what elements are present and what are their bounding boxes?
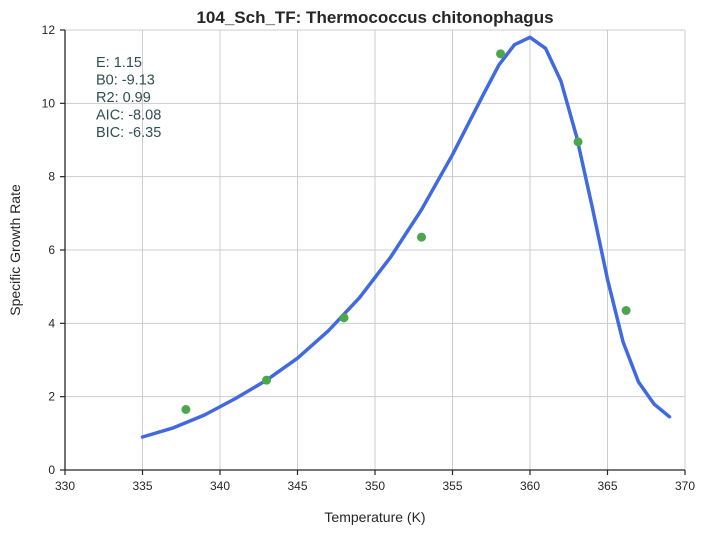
y-axis-label: Specific Growth Rate bbox=[7, 184, 23, 316]
x-tick-label: 345 bbox=[287, 479, 307, 493]
y-tick-label: 12 bbox=[42, 23, 56, 37]
x-tick-label: 340 bbox=[210, 479, 230, 493]
axes bbox=[60, 29, 686, 475]
data-point bbox=[621, 306, 631, 315]
data-point bbox=[417, 232, 426, 242]
tick-labels: 330 335 340 345 350 355 360 365 370 0 2 4 6 8 10 12 bbox=[42, 23, 696, 493]
x-axis-label: Temperature (K) bbox=[324, 509, 425, 525]
stat-bic: BIC: -6.35 bbox=[96, 125, 161, 141]
x-tick-label: 330 bbox=[55, 479, 75, 493]
data-point bbox=[496, 49, 506, 59]
data-point bbox=[573, 137, 583, 147]
x-tick-label: 370 bbox=[675, 479, 695, 493]
stat-e: E: 1.15 bbox=[96, 55, 142, 71]
data-points bbox=[181, 49, 631, 414]
y-tick-label: 8 bbox=[48, 170, 55, 184]
chart-title: 104_Sch_TF: Thermococcus chitonophagus bbox=[196, 8, 553, 27]
data-point bbox=[339, 313, 349, 323]
stat-b0: B0: -9.13 bbox=[96, 73, 155, 89]
x-tick-label: 365 bbox=[597, 479, 617, 493]
stat-r2: R2: 0.99 bbox=[96, 90, 151, 106]
y-tick-label: 4 bbox=[48, 316, 55, 330]
fit-statistics: E: 1.15 B0: -9.13 R2: 0.99 AIC: -8.08 BI… bbox=[96, 55, 161, 141]
data-point bbox=[181, 405, 191, 414]
data-point bbox=[262, 375, 271, 385]
x-tick-label: 360 bbox=[520, 479, 540, 493]
fit-curve-layer bbox=[140, 35, 672, 439]
grid bbox=[65, 29, 686, 470]
y-tick-label: 0 bbox=[48, 463, 55, 477]
x-tick-label: 335 bbox=[132, 479, 152, 493]
y-tick-label: 6 bbox=[48, 243, 55, 257]
fit-curve bbox=[140, 35, 672, 439]
x-tick-label: 350 bbox=[365, 479, 385, 493]
x-tick-label: 355 bbox=[442, 479, 462, 493]
stat-aic: AIC: -8.08 bbox=[96, 108, 161, 124]
y-tick-label: 2 bbox=[48, 390, 55, 404]
y-tick-label: 10 bbox=[42, 96, 56, 110]
